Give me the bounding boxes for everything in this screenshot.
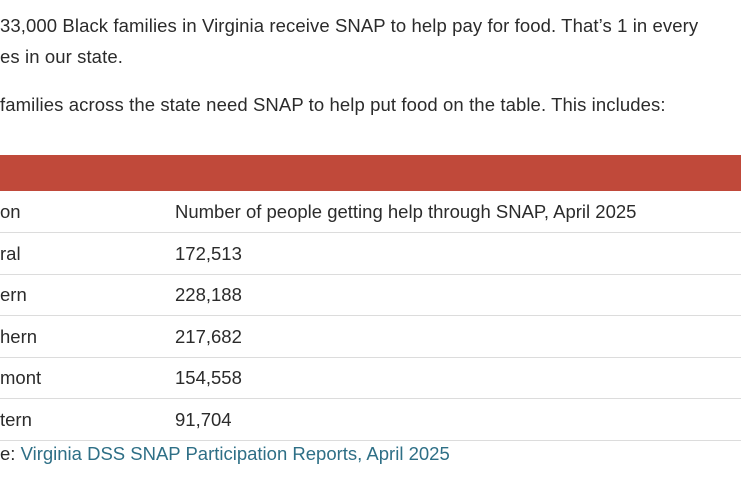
table-row: mont 154,558 <box>0 357 741 399</box>
source-link[interactable]: Virginia DSS SNAP Participation Reports,… <box>20 443 450 464</box>
intro-line-1: 33,000 Black families in Virginia receiv… <box>0 15 699 36</box>
table-row: ral 172,513 <box>0 233 741 275</box>
column-header-count: Number of people getting help through SN… <box>175 201 637 222</box>
region-cell: hern <box>0 326 38 347</box>
column-header-region: on <box>0 201 21 222</box>
source-prefix: e: <box>0 443 21 464</box>
count-cell: 91,704 <box>175 409 232 430</box>
intro-paragraph: 33,000 Black families in Virginia receiv… <box>0 10 698 72</box>
count-cell: 228,188 <box>175 284 242 305</box>
table-row: hern 217,682 <box>0 316 741 358</box>
table-row: tern 91,704 <box>0 399 741 441</box>
intro-line-2: es in our state. <box>0 46 123 67</box>
count-cell: 154,558 <box>175 367 242 388</box>
region-cell: ral <box>0 243 21 264</box>
table-column-header-row: on Number of people getting help through… <box>0 191 741 233</box>
count-cell: 217,682 <box>175 326 242 347</box>
source-citation: e: Virginia DSS SNAP Participation Repor… <box>0 443 450 465</box>
region-cell: tern <box>0 409 32 430</box>
intro-paragraph-2: families across the state need SNAP to h… <box>0 94 666 115</box>
region-cell: mont <box>0 367 42 388</box>
region-cell: ern <box>0 284 27 305</box>
table-header-bar <box>0 155 741 191</box>
table-row: ern 228,188 <box>0 274 741 316</box>
count-cell: 172,513 <box>175 243 242 264</box>
